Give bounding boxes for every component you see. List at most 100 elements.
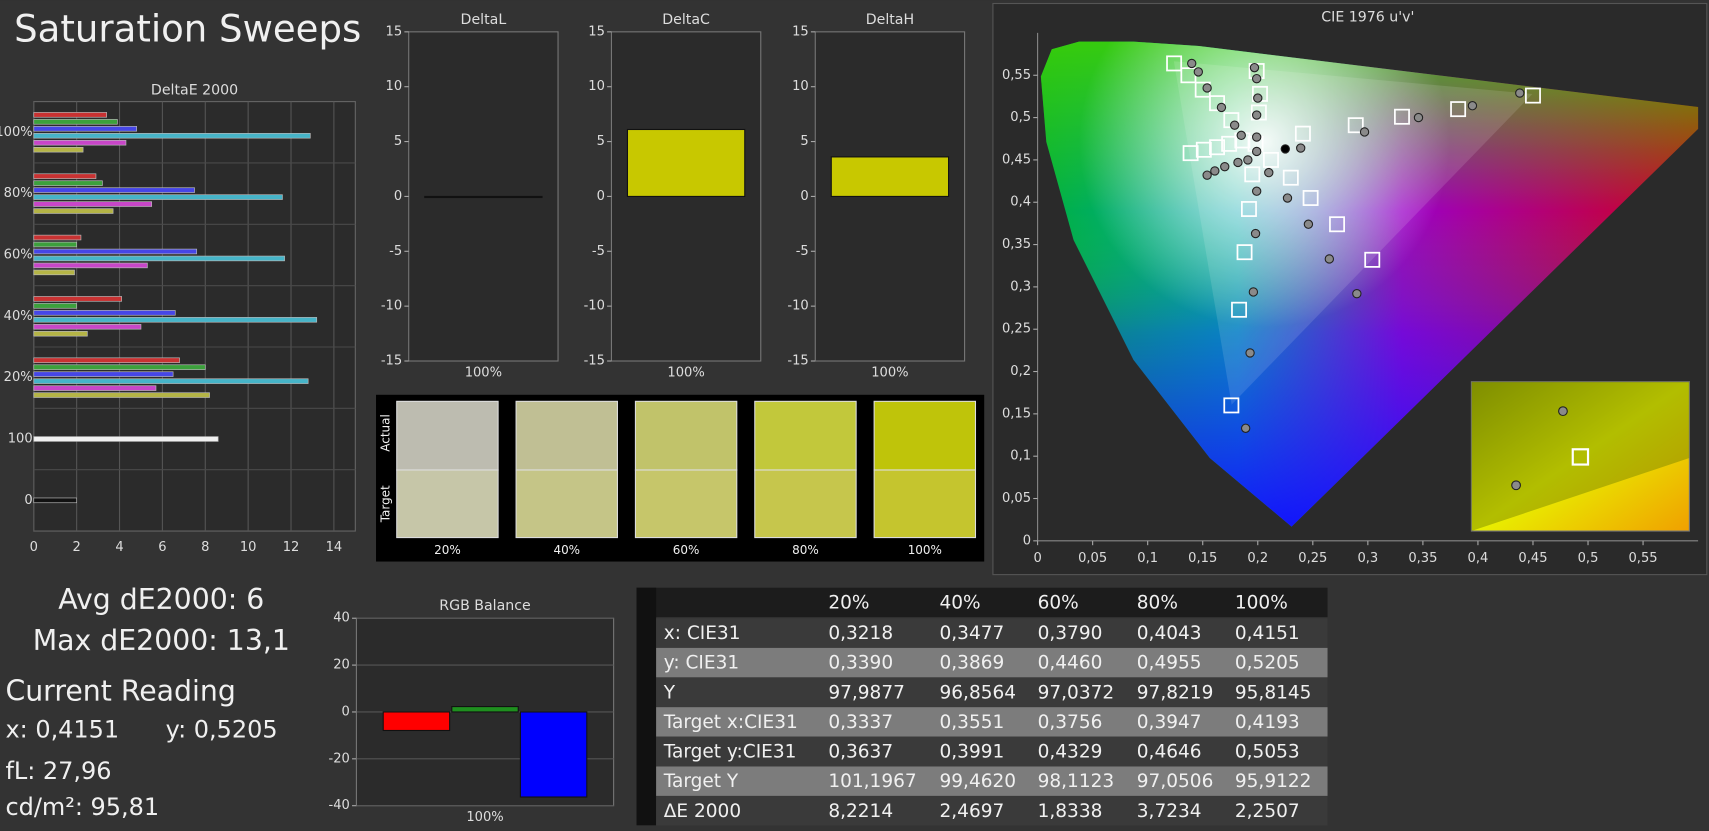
table-cell: 3,7234 xyxy=(1137,801,1202,822)
target-point xyxy=(1182,145,1199,162)
table-row-bg xyxy=(656,618,1328,648)
y-tick-label: -20 xyxy=(329,751,350,766)
max-de: Max dE2000: 13,1 xyxy=(33,624,290,657)
y-tick-label: 80% xyxy=(4,186,33,201)
table-row-bg xyxy=(656,647,1328,678)
measured-point xyxy=(1467,101,1478,111)
measured-point xyxy=(1210,166,1220,176)
table-cell: 0,3991 xyxy=(940,742,1005,763)
y-tick-label: -10 xyxy=(381,299,402,314)
table-cell: x: CIE31 xyxy=(664,623,741,644)
table-cell: 0,4151 xyxy=(1235,623,1300,644)
x-tick-label: 12 xyxy=(283,540,300,555)
measured-point xyxy=(1251,73,1262,84)
x-tick-label: 0,5 xyxy=(1578,551,1599,566)
table-row-bg xyxy=(656,736,1328,767)
table-cell: 0,3869 xyxy=(940,653,1005,674)
target-point xyxy=(1394,108,1410,125)
y-tick-label: 0,4 xyxy=(1010,195,1031,210)
bar xyxy=(33,385,157,391)
y-tick-label: -10 xyxy=(787,299,808,314)
bar xyxy=(382,711,451,732)
table-cell: 101,1967 xyxy=(828,771,916,792)
x-tick-label: 100% xyxy=(871,365,908,380)
bar xyxy=(33,331,88,337)
y-tick-label: 0,1 xyxy=(1010,449,1031,464)
table-row-bg xyxy=(656,766,1328,796)
target-point xyxy=(1236,244,1253,261)
table-header: 100% xyxy=(1235,592,1288,613)
bar xyxy=(33,497,77,504)
table-cell: 8,2214 xyxy=(828,801,893,822)
table-cell: ΔE 2000 xyxy=(664,801,741,822)
table-row-bg xyxy=(656,707,1328,737)
bar xyxy=(33,241,77,248)
table-cell: 0,4329 xyxy=(1038,742,1103,763)
avg-de: Avg dE2000: 6 xyxy=(58,583,264,616)
bar xyxy=(519,711,588,798)
chart-title: DeltaE 2000 xyxy=(151,83,238,99)
target-point xyxy=(1294,125,1311,142)
inset-frame xyxy=(1470,381,1690,532)
target-point xyxy=(1244,166,1261,183)
x-tick-label: 0 xyxy=(1033,551,1041,566)
x-tick-label: 100% xyxy=(466,810,503,825)
measured-point xyxy=(1229,120,1240,130)
chart-title: RGB Balance xyxy=(439,598,530,614)
x-tick-label: 0,3 xyxy=(1357,551,1378,566)
y-tick-label: 0,15 xyxy=(1002,406,1031,421)
target-point xyxy=(1302,190,1319,206)
table-row-bg xyxy=(656,796,1328,826)
table-cell: Y xyxy=(663,682,676,703)
chart-title: DeltaL xyxy=(461,12,507,28)
table-cell: 97,0506 xyxy=(1137,771,1214,792)
zoom-inset xyxy=(1470,381,1690,532)
x-tick-label: 0,4 xyxy=(1468,551,1489,566)
measured-point xyxy=(1296,143,1306,153)
table-cell: 97,9877 xyxy=(828,682,905,703)
y-tick-label: -15 xyxy=(787,354,808,369)
table-cell: 0,5205 xyxy=(1235,653,1300,674)
x-tick-label: 8 xyxy=(201,540,209,555)
table-cell: 0,3477 xyxy=(940,623,1005,644)
table-cell: Target y:CIE31 xyxy=(663,742,797,763)
y-tick-label: 60% xyxy=(4,247,33,262)
bar xyxy=(33,317,318,323)
y-tick-label: 40 xyxy=(333,611,350,626)
swatch-label: 20% xyxy=(434,543,461,557)
y-tick-label: 0 xyxy=(1023,533,1031,548)
bar xyxy=(33,310,176,316)
table-cell: 0,4193 xyxy=(1235,712,1300,733)
y-tick-label: 0,3 xyxy=(1010,279,1031,294)
x-tick-label: 100% xyxy=(465,365,502,380)
table-cell: 0,4043 xyxy=(1137,623,1202,644)
measured-point xyxy=(1202,170,1212,180)
bar xyxy=(33,357,180,363)
y-tick-label: -15 xyxy=(381,354,402,369)
gamut-diagram xyxy=(1040,41,1699,527)
plot-area xyxy=(33,101,356,532)
measured-point xyxy=(1251,186,1262,196)
y-tick-label: 20% xyxy=(4,370,33,385)
bar xyxy=(33,371,174,377)
measured-point xyxy=(1240,423,1251,433)
x-tick-label: 0,1 xyxy=(1137,551,1158,566)
measured-point xyxy=(1253,93,1263,103)
y-tick-label: 0,2 xyxy=(1010,364,1031,379)
y-tick-label: 0 xyxy=(597,189,605,204)
x-tick-label: 6 xyxy=(158,540,166,555)
y-tick-label: 10 xyxy=(588,79,605,94)
measured-point xyxy=(1352,288,1362,299)
x-tick-label: 0,35 xyxy=(1408,551,1437,566)
measured-point xyxy=(1359,127,1370,137)
bar xyxy=(33,201,153,207)
table-header-bg xyxy=(636,587,1328,618)
bar xyxy=(33,296,122,302)
y-tick-label: 0,5 xyxy=(1010,110,1031,125)
table-cell: 0,3756 xyxy=(1038,712,1103,733)
bar xyxy=(33,324,142,330)
bar xyxy=(33,173,97,179)
table-cell: 0,3551 xyxy=(940,712,1005,733)
inset-marker xyxy=(1511,480,1521,491)
target-point xyxy=(1209,95,1225,112)
